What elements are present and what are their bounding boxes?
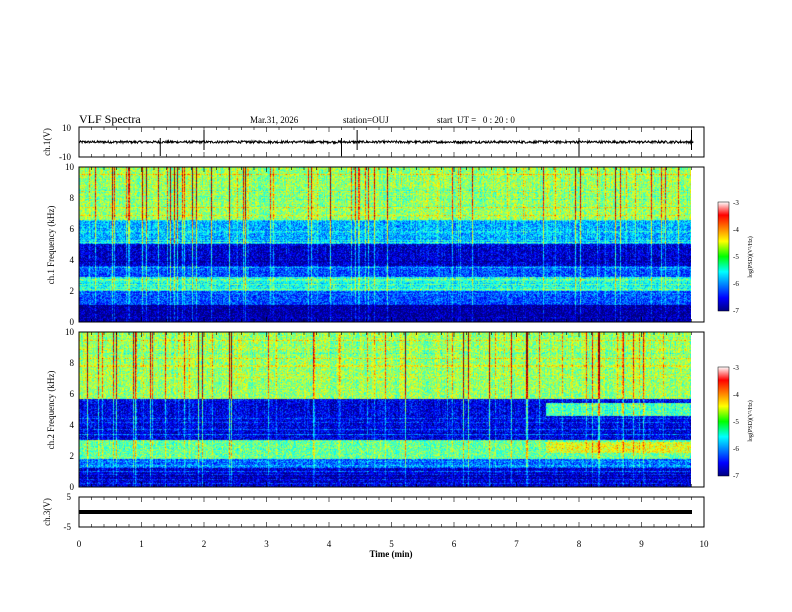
ch1-waveform-line — [78, 138, 694, 146]
x-tick-label: 10 — [700, 539, 710, 549]
ch1-cb-tick: -7 — [733, 307, 739, 315]
ch2-colorbar: -3 -4 -5 -6 -7 log(PSD)(V²/Hz) — [717, 364, 754, 480]
x-tick-label: 9 — [639, 539, 644, 549]
ch3-waveform-ylabel: ch.3(V) — [42, 498, 52, 526]
x-tick-label: 5 — [389, 539, 394, 549]
start-time-label: start UT = 0 : 20 : 0 — [437, 115, 515, 125]
ch1-spec-ytick: 2 — [70, 286, 75, 296]
ch1-ytick-top: 10 — [62, 123, 72, 133]
ch2-spectrogram-yticklabels: 0 2 4 6 8 10 — [65, 327, 75, 492]
ch1-spectrogram-ticks — [78, 167, 705, 322]
ch2-cb-tick: -7 — [733, 472, 739, 480]
date-label: Mar.31, 2026 — [250, 115, 299, 125]
ch1-cb-tick: -3 — [733, 199, 739, 207]
ch2-spec-ytick: 4 — [70, 420, 75, 430]
ch1-spec-ytick: 10 — [65, 162, 75, 172]
ch2-spectrogram-image — [79, 332, 691, 487]
figure-title: VLF Spectra — [79, 112, 141, 126]
ch1-colorbar-ticks: -3 -4 -5 -6 -7 — [733, 199, 739, 315]
ch2-cb-tick: -6 — [733, 445, 739, 453]
ch1-spectrogram-panel: 0 2 4 6 8 10 ch.1 Frequency (kHz) — [46, 162, 705, 327]
ch2-spec-ytick: 10 — [65, 327, 75, 337]
ch2-spectrogram-ylabel: ch.2 Frequency (kHz) — [46, 371, 56, 450]
ch1-spec-ytick: 8 — [70, 193, 75, 203]
x-tick-label: 2 — [202, 539, 207, 549]
ch1-ytick-bottom: -10 — [59, 152, 71, 162]
ch1-spectrogram-ylabel: ch.1 Frequency (kHz) — [46, 206, 56, 285]
ch3-waveform-panel: 5 -5 ch.3(V) — [42, 492, 705, 532]
ch1-spec-ytick: 0 — [70, 317, 75, 327]
ch2-colorbar-label: log(PSD)(V²/Hz) — [747, 400, 754, 441]
x-tick-label: 8 — [577, 539, 582, 549]
x-axis-ticklabels: 0 1 2 3 4 5 6 7 8 9 10 — [77, 539, 709, 549]
ch1-waveform-panel: 10 -10 ch.1(V) — [42, 123, 705, 162]
ch2-spectrogram-panel: 0 2 4 6 8 10 ch.2 Frequency (kHz) — [46, 327, 705, 492]
x-tick-label: 3 — [264, 539, 269, 549]
ch3-ytick: 5 — [67, 492, 72, 502]
ch2-spec-ytick: 0 — [70, 482, 75, 492]
ch1-cb-tick: -4 — [733, 226, 739, 234]
ch1-spectrogram-yticklabels: 0 2 4 6 8 10 — [65, 162, 75, 327]
ch1-waveform-ticks — [78, 127, 705, 157]
ch2-spectrogram-ticks — [78, 332, 705, 487]
ch1-spec-ytick: 6 — [70, 224, 75, 234]
ch2-spec-ytick: 8 — [70, 358, 75, 368]
ch2-cb-tick: -5 — [733, 418, 739, 426]
station-label: station=OUJ — [343, 115, 389, 125]
ch3-ytick: -5 — [64, 522, 72, 532]
ch1-waveform-ylabel: ch.1(V) — [42, 128, 52, 156]
ch2-cb-tick: -3 — [733, 364, 739, 372]
ch2-spec-ytick: 2 — [70, 451, 75, 461]
x-tick-label: 4 — [327, 539, 332, 549]
ch1-spec-ytick: 4 — [70, 255, 75, 265]
ch1-cb-tick: -6 — [733, 280, 739, 288]
ch1-colorbar: -3 -4 -5 -6 -7 log(PSD)(V²/Hz) — [717, 199, 754, 315]
ch1-colorbar-label: log(PSD)(V²/Hz) — [747, 236, 754, 277]
ch1-cb-tick: -5 — [733, 253, 739, 261]
x-tick-label: 7 — [514, 539, 519, 549]
x-axis-label: Time (min) — [369, 549, 412, 559]
ch1-spectrogram-image — [79, 167, 691, 322]
ch2-cb-tick: -4 — [733, 391, 739, 399]
ch2-colorbar-ticks: -3 -4 -5 -6 -7 — [733, 364, 739, 480]
x-tick-label: 1 — [139, 539, 144, 549]
x-tick-label: 0 — [77, 539, 82, 549]
x-tick-label: 6 — [452, 539, 457, 549]
ch2-spec-ytick: 6 — [70, 389, 75, 399]
ch3-waveform-ticks — [78, 497, 705, 527]
